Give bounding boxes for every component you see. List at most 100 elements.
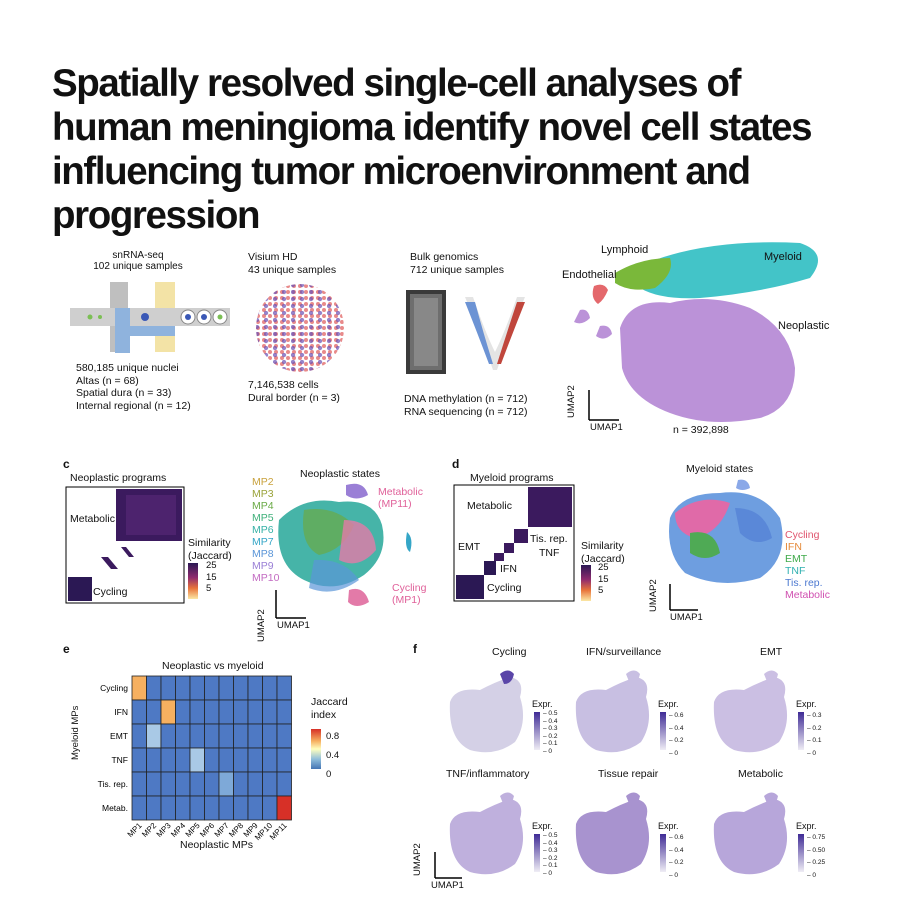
myeloid-legend-item: Tis. rep. [785, 577, 823, 589]
heatmap-cell [276, 747, 292, 773]
heatmap-cell [233, 723, 249, 749]
microfluidic-diagram [70, 282, 230, 353]
myeloid-legend-item: TNF [785, 565, 806, 577]
neoplastic-programs-heatmap [65, 486, 185, 604]
myeloid-tnf-label: TNF [539, 547, 560, 559]
expression-umap-shape [713, 670, 788, 753]
expression-colorbar-ticks: – 0.3– 0.2– 0.1– 0 [807, 712, 822, 758]
heatmap-cell [276, 723, 292, 749]
heatmap-cell [262, 771, 278, 797]
myeloid-legend-item: Cycling [785, 529, 820, 541]
heatmap-cell [276, 795, 292, 821]
snrna-details: 580,185 unique nuclei Altas (n = 68) Spa… [76, 362, 191, 412]
heatmap-col-label: MP11 [268, 821, 289, 842]
heatmap-cell [160, 675, 176, 701]
myeloid-metabolic-label: Metabolic [467, 500, 512, 512]
heatmap-cell [218, 747, 234, 773]
heatmap-cell [131, 771, 147, 797]
expression-colorbar-ticks: – 0.5– 0.4– 0.3– 0.2– 0.1– 0 [543, 832, 558, 877]
expression-colorbar [534, 834, 540, 872]
similarity-colorbar-c [188, 563, 198, 599]
heatmap-row-label: Cycling [100, 683, 128, 693]
heatmap-row-label: Metab. [102, 803, 128, 813]
heatmap-cell [131, 675, 147, 701]
expression-colorbar-ticks: – 0.75– 0.50– 0.25– 0 [807, 834, 826, 880]
title-line: influencing tumor microenvironment and [52, 150, 751, 193]
bulk-details: DNA methylation (n = 712) RNA sequencing… [404, 393, 528, 418]
heatmap-row-label: EMT [110, 731, 128, 741]
heatmap-ylabel: Myeloid MPs [70, 705, 81, 760]
heatmap-cell [276, 675, 292, 701]
title-line: Spatially resolved single-cell analyses … [52, 62, 741, 105]
expression-map-title: TNF/inflammatory [446, 768, 530, 780]
heatmap-cell [218, 795, 234, 821]
bulk-heading: Bulk genomics 712 unique samples [410, 251, 504, 276]
heatmap-cell [247, 771, 263, 797]
panel-c-letter: c [63, 457, 70, 471]
expression-map-title: IFN/surveillance [586, 646, 662, 658]
heatmap-cell [189, 675, 205, 701]
neoplastic-cluster [620, 299, 795, 422]
myeloid-umap1-label: UMAP1 [670, 612, 703, 623]
mp-legend-item: MP9 [252, 560, 274, 572]
expression-umap-axes [434, 852, 462, 879]
jaccard-colorbar-ticks: 0.8 0.4 0 [326, 731, 340, 780]
myeloid-tisrep-label: Tis. rep. [530, 533, 568, 545]
heatmap-cell [160, 795, 176, 821]
heatmap-cell [160, 723, 176, 749]
heatmap-cell [175, 699, 191, 725]
heatmap-col-label: MP3 [155, 821, 173, 839]
expression-legend-title: Expr. [796, 821, 817, 831]
heatmap-col-label: MP4 [169, 821, 187, 839]
myeloid-states-title: Myeloid states [686, 463, 754, 475]
heatmap-cell [146, 699, 162, 725]
heatmap-cell [131, 699, 147, 725]
similarity-colorbar-d [581, 565, 591, 601]
metabolic-mp11-label: Metabolic (MP11) [378, 486, 423, 510]
mp-legend-item: MP8 [252, 548, 274, 560]
heatmap-cell [262, 747, 278, 773]
expression-map-title: Metabolic [738, 768, 783, 780]
heatmap-cell [189, 699, 205, 725]
title-line: progression [52, 194, 260, 237]
expression-umap-shape [575, 670, 650, 753]
mp-legend-item: MP3 [252, 488, 274, 500]
heatmap-xlabel: Neoplastic MPs [180, 839, 253, 851]
heatmap-cell [262, 675, 278, 701]
heatmap-cell [160, 747, 176, 773]
heatmap-cell [233, 771, 249, 797]
heatmap-cell [204, 723, 220, 749]
neoplastic-states-title: Neoplastic states [300, 468, 380, 480]
heatmap-col-label: MP8 [227, 821, 245, 839]
heatmap-cell [146, 747, 162, 773]
heatmap-cell [160, 699, 176, 725]
methylation-array-image [406, 290, 446, 374]
mp-legend-item: MP10 [252, 572, 280, 584]
expression-legend-title: Expr. [658, 821, 679, 831]
myeloid-cluster [635, 242, 818, 299]
myeloid-legend-item: Metabolic [785, 589, 830, 601]
heatmap-cell [146, 771, 162, 797]
expression-colorbar [798, 712, 804, 750]
heatmap-col-label: MP2 [140, 821, 158, 839]
myeloid-ifn-label: IFN [500, 563, 517, 575]
heatmap-cell [204, 699, 220, 725]
heatmap-cell [175, 771, 191, 797]
atlas-umap-axes [588, 390, 619, 421]
heatmap-cell [189, 795, 205, 821]
myeloid-umap-axes [669, 584, 698, 611]
heatmap-cell [146, 675, 162, 701]
heatmap-cell [175, 747, 191, 773]
heatmap-cell [189, 723, 205, 749]
heatmap-cell [204, 675, 220, 701]
expression-umap-shape [575, 792, 650, 875]
expression-map-title: EMT [760, 646, 783, 658]
heatmap-cell [189, 747, 205, 773]
mp-legend-item: MP6 [252, 524, 274, 536]
heatmap-cell [218, 723, 234, 749]
heatmap-cell [131, 747, 147, 773]
panel-d-letter: d [452, 457, 460, 471]
heatmap-cell [233, 795, 249, 821]
myeloid-emt-label: EMT [458, 541, 481, 553]
heatmap-cell [204, 747, 220, 773]
